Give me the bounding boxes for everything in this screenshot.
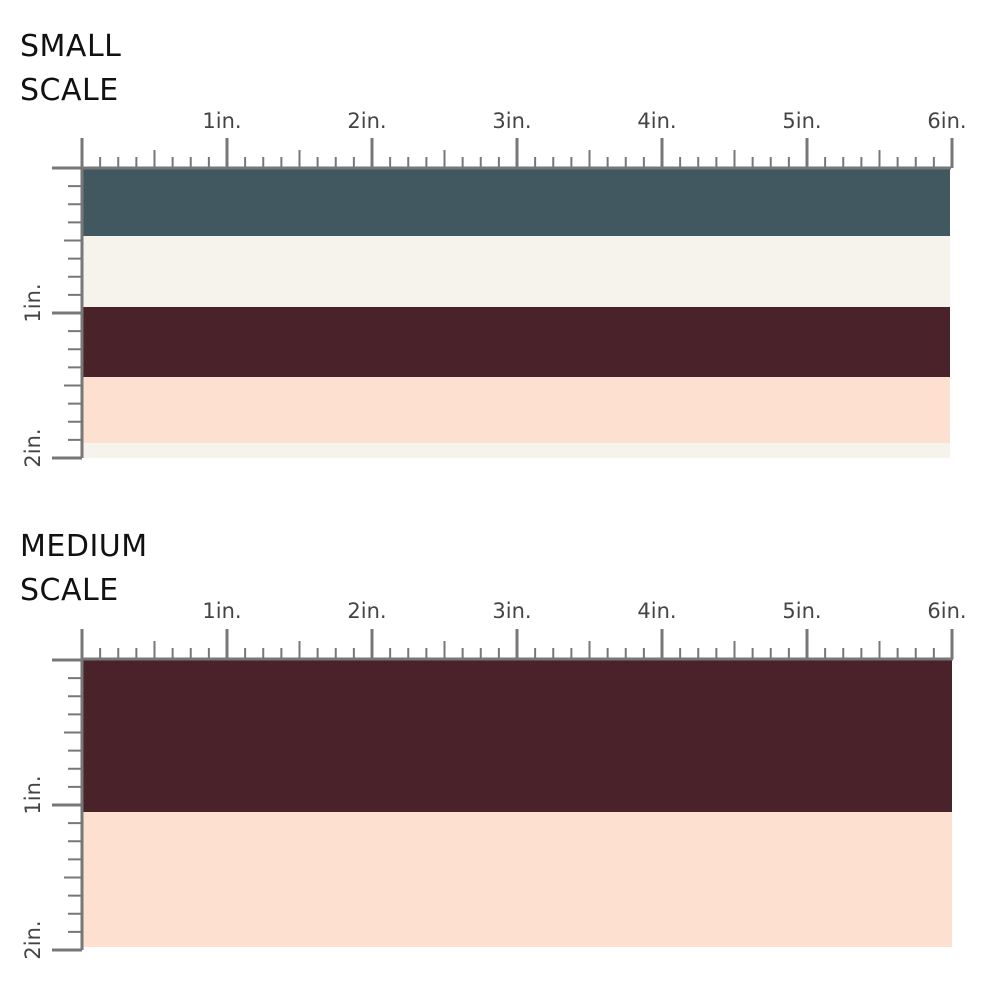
stripe-peach: [82, 377, 950, 443]
horizontal-ruler-label: 1in.: [202, 599, 241, 623]
medium-scale-title-line2: SCALE: [20, 573, 119, 608]
vertical-ruler: 1in. 2in.: [21, 166, 84, 468]
horizontal-ruler-label: 6in.: [927, 599, 966, 623]
stripe-slate-blue: [82, 168, 950, 236]
horizontal-ruler-label: 2in.: [347, 599, 386, 623]
horizontal-ruler-label: 1in.: [202, 109, 241, 133]
vertical-ruler: 1in. 2in.: [21, 658, 84, 960]
small-scale-title-line2: SCALE: [20, 73, 119, 108]
stripe-burgundy: [82, 307, 950, 377]
horizontal-ruler-label: 5in.: [782, 109, 821, 133]
medium-scale-title-line1: MEDIUM: [20, 529, 148, 564]
medium-scale-title: MEDIUM SCALE: [20, 525, 148, 613]
horizontal-ruler-label: 5in.: [782, 599, 821, 623]
horizontal-ruler-label: 4in.: [637, 109, 676, 133]
vertical-ruler-label: 2in.: [21, 428, 45, 467]
stripe-peach: [82, 812, 952, 947]
horizontal-ruler-label: 2in.: [347, 109, 386, 133]
small-scale-title: SMALL SCALE: [20, 25, 121, 113]
horizontal-ruler-label: 6in.: [927, 109, 966, 133]
vertical-ruler-label: 1in.: [21, 283, 45, 322]
horizontal-ruler: 1in. 2in. 3in. 4in. 5in. 6in.: [80, 109, 967, 170]
vertical-ruler-label: 1in.: [21, 775, 45, 814]
horizontal-ruler-label: 3in.: [492, 109, 531, 133]
small-scale-title-line1: SMALL: [20, 29, 122, 64]
stripe-burgundy: [82, 660, 952, 812]
stripe-cream: [82, 236, 950, 307]
horizontal-ruler: 1in. 2in. 3in. 4in. 5in. 6in.: [80, 599, 967, 661]
stripe-cream: [82, 443, 950, 458]
vertical-ruler-label: 2in.: [21, 920, 45, 959]
horizontal-ruler-label: 4in.: [637, 599, 676, 623]
horizontal-ruler-label: 3in.: [492, 599, 531, 623]
